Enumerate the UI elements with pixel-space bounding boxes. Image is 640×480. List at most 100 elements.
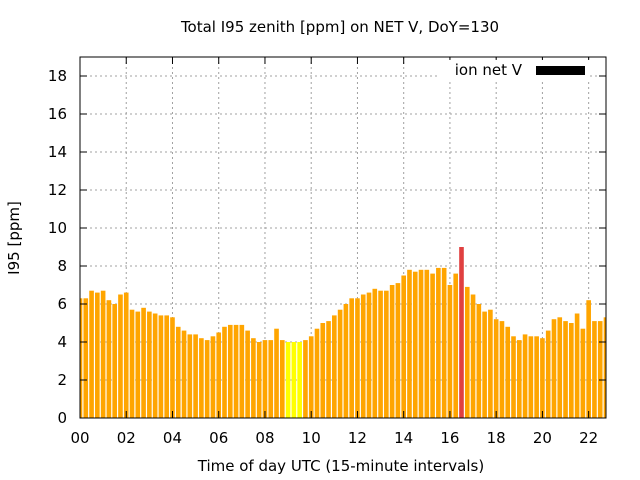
bar [187, 334, 193, 418]
chart-title: Total I95 zenith [ppm] on NET V, DoY=130 [180, 18, 499, 36]
bar [135, 311, 141, 418]
bar [268, 340, 274, 418]
bar [147, 311, 152, 418]
legend: ion net V [438, 60, 590, 82]
bar [522, 334, 528, 418]
bar [262, 340, 268, 418]
bar [459, 247, 464, 418]
bar [297, 342, 302, 418]
x-tick-labels: 00 02 04 06 08 10 12 14 16 18 20 22 [70, 429, 598, 447]
bar [118, 294, 123, 418]
bar [95, 292, 100, 418]
x-tick-label: 16 [440, 429, 459, 447]
bar [158, 315, 164, 418]
bar [366, 292, 372, 418]
bar [112, 304, 117, 418]
bar [384, 290, 389, 418]
bar [152, 313, 158, 418]
bar [320, 323, 326, 418]
y-tick-label: 4 [57, 333, 67, 351]
x-tick-label: 08 [255, 429, 274, 447]
bar [580, 328, 586, 418]
bar [337, 309, 343, 418]
bar [545, 330, 551, 418]
bar [563, 321, 568, 418]
y-tick-label: 14 [48, 143, 67, 161]
bar [436, 267, 441, 418]
bar [401, 275, 406, 418]
bar [332, 315, 337, 418]
bar [389, 285, 395, 418]
bar [505, 326, 511, 418]
x-tick-label: 18 [487, 429, 506, 447]
x-tick-label: 00 [70, 429, 89, 447]
y-tick-label: 12 [48, 181, 67, 199]
bar [349, 298, 354, 418]
bar [476, 304, 482, 418]
bar [424, 269, 430, 418]
bar [222, 326, 227, 418]
y-tick-label: 2 [57, 371, 67, 389]
bar [592, 321, 597, 418]
bar [557, 317, 563, 418]
bar [482, 311, 487, 418]
x-tick-label: 20 [533, 429, 552, 447]
legend-swatch [536, 66, 585, 75]
bar [412, 271, 418, 418]
bar [447, 285, 453, 418]
bar [528, 336, 534, 418]
x-tick-label: 10 [302, 429, 321, 447]
bar [193, 334, 198, 418]
bar [80, 298, 83, 418]
bar [534, 336, 539, 418]
bar [378, 290, 383, 418]
bar [395, 283, 401, 418]
bar [164, 315, 170, 418]
bar [199, 338, 204, 418]
bar [280, 340, 285, 418]
bar [551, 319, 557, 418]
bar [129, 309, 135, 418]
legend-label: ion net V [455, 61, 523, 79]
y-tick-label: 8 [57, 257, 67, 275]
bar [407, 269, 412, 418]
bar [464, 286, 470, 418]
bars [80, 247, 606, 418]
bar [210, 336, 216, 418]
bar [453, 273, 459, 418]
bar [574, 313, 580, 418]
bar [170, 317, 175, 418]
bar [372, 288, 378, 418]
bar [308, 336, 314, 418]
bar [216, 332, 222, 418]
bar [285, 342, 291, 418]
bar [227, 324, 233, 418]
x-tick-label: 04 [163, 429, 182, 447]
bar [204, 340, 210, 418]
bar [251, 338, 256, 418]
bar [569, 323, 574, 418]
bar [493, 319, 499, 418]
bar [488, 309, 493, 418]
bar [540, 338, 545, 418]
bar [470, 294, 476, 418]
x-tick-label: 06 [209, 429, 228, 447]
x-tick-label: 12 [348, 429, 367, 447]
y-axis-label: I95 [ppm] [5, 201, 23, 275]
bar [326, 321, 331, 418]
bar [511, 336, 516, 418]
bar [291, 342, 297, 418]
bar [499, 321, 505, 418]
bar [181, 330, 187, 418]
bar [516, 340, 522, 418]
bar [245, 330, 250, 418]
bar [100, 290, 106, 418]
x-axis-label: Time of day UTC (15-minute intervals) [197, 457, 484, 475]
bar [303, 340, 308, 418]
bar [360, 294, 366, 418]
x-tick-label: 22 [579, 429, 598, 447]
bar [233, 324, 239, 418]
bar [89, 290, 94, 418]
y-tick-label: 10 [48, 219, 67, 237]
